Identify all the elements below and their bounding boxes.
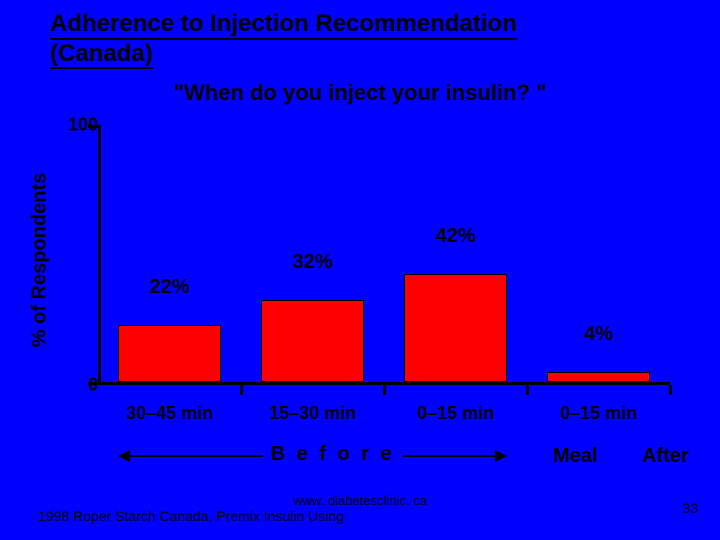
- category-label-0: 30–45 min: [126, 403, 213, 424]
- title-line2: (Canada): [50, 40, 153, 70]
- xtick-0: [240, 385, 243, 395]
- slide-title: Adherence to Injection Recommendation (C…: [50, 10, 517, 69]
- category-label-3: 0–15 min: [560, 403, 637, 424]
- ytick-top: [88, 125, 98, 128]
- footer-source: 1998 Roper Starch Canada, Premix Insulin…: [38, 508, 344, 524]
- title-line1: Adherence to Injection Recommendation: [50, 10, 517, 40]
- y-axis: [98, 125, 101, 385]
- ytick-label-0: 0: [88, 375, 98, 396]
- bar-label-2: 42%: [435, 225, 475, 248]
- bar-label-0: 22%: [149, 276, 189, 299]
- xtick-1: [383, 385, 386, 395]
- y-axis-label: % of Respondents: [29, 173, 52, 347]
- ytick-bottom: [88, 382, 98, 385]
- before-arrow-left: [118, 450, 130, 462]
- category-label-2: 0–15 min: [417, 403, 494, 424]
- bar-label-3: 4%: [584, 323, 613, 346]
- xtick-3: [669, 385, 672, 395]
- bar-label-1: 32%: [292, 251, 332, 274]
- group-meal: Meal: [553, 445, 597, 468]
- plot-area: 22% 32% 42% 4%: [98, 125, 670, 385]
- bar-0: [118, 325, 221, 382]
- group-after: After: [642, 445, 689, 468]
- bar-2: [404, 274, 507, 382]
- page-number: 33: [682, 500, 698, 516]
- slide-subtitle: "When do you inject your insulin? ": [0, 80, 720, 106]
- bar-chart: % of Respondents 100 0 22%32%42%4%: [40, 115, 680, 405]
- category-label-1: 15–30 min: [269, 403, 356, 424]
- before-arrow-right: [495, 450, 507, 462]
- footer-url: www. diabetesclinic. ca: [0, 493, 720, 508]
- xtick-2: [526, 385, 529, 395]
- slide: Adherence to Injection Recommendation (C…: [0, 0, 720, 540]
- bar-3: [547, 372, 650, 382]
- group-before: B e f o r e: [263, 443, 403, 466]
- bar-1: [261, 300, 364, 382]
